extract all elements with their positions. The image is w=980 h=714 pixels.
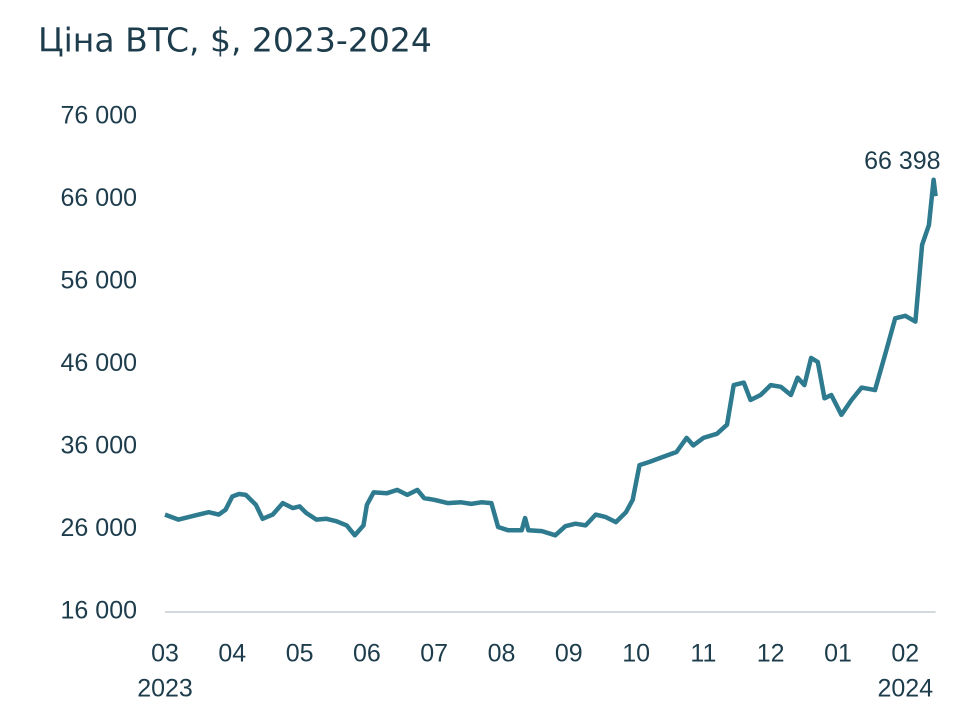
x-tick-label: 10 — [622, 640, 650, 668]
x-tick-label: 07 — [420, 640, 448, 668]
price-line — [164, 177, 938, 538]
y-tick-label: 56 000 — [61, 267, 137, 295]
x-tick-label: 04 — [218, 640, 246, 668]
x-tick-label: 12 — [757, 640, 785, 668]
x-tick-label: 02 — [891, 640, 919, 668]
y-tick-label: 16 000 — [61, 597, 137, 625]
x-tick-label: 05 — [286, 640, 314, 668]
x-tick-label: 01 — [824, 640, 852, 668]
y-tick-label: 66 000 — [61, 184, 137, 212]
chart-title: Ціна BTC, $, 2023-2024 — [38, 21, 432, 60]
y-tick-label: 76 000 — [61, 102, 137, 130]
y-tick-label: 36 000 — [61, 432, 137, 460]
y-tick-label: 26 000 — [61, 514, 137, 542]
year-label: 2023 — [137, 675, 193, 703]
x-tick-label: 11 — [690, 640, 716, 668]
x-tick-label: 08 — [488, 640, 516, 668]
x-tick-label: 03 — [151, 640, 179, 668]
x-tick-label: 06 — [353, 640, 381, 668]
x-tick-label: 09 — [555, 640, 583, 668]
y-tick-label: 46 000 — [61, 349, 137, 377]
year-label: 2024 — [877, 675, 933, 703]
value-annotation: 66 398 — [864, 147, 940, 175]
